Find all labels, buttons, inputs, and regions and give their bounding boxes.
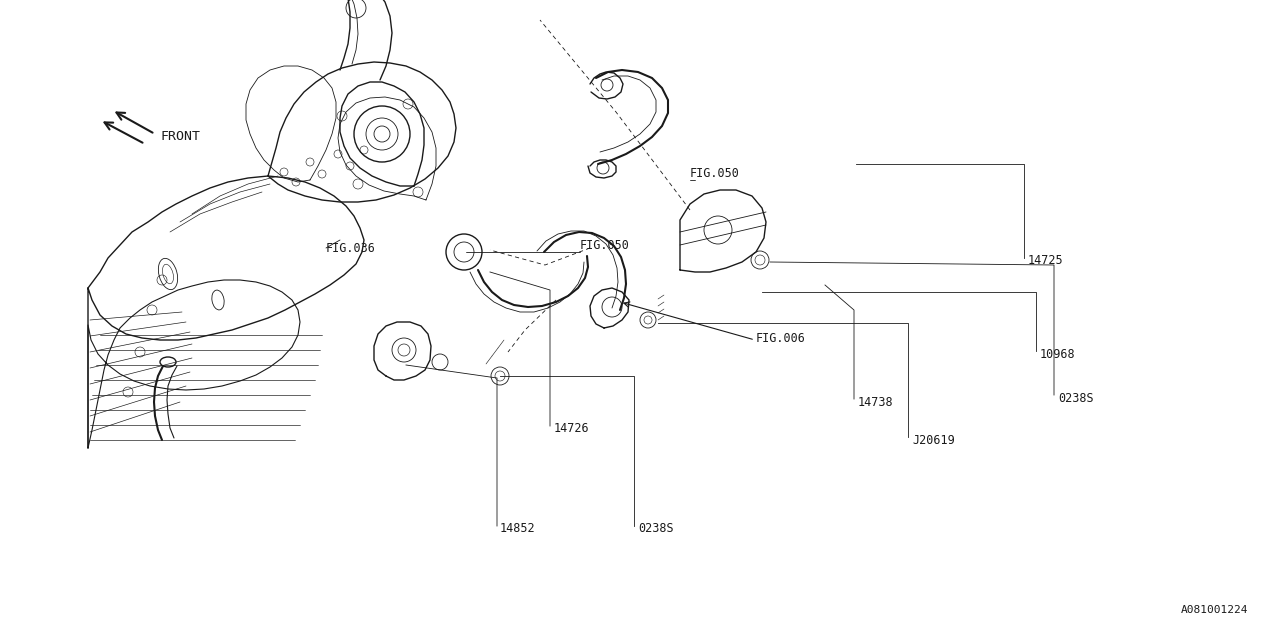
Text: FIG.036: FIG.036 <box>326 241 376 255</box>
Text: 0238S: 0238S <box>1059 392 1093 404</box>
Text: FRONT: FRONT <box>160 129 200 143</box>
Text: A081001224: A081001224 <box>1180 605 1248 615</box>
Text: 0238S: 0238S <box>637 522 673 534</box>
Text: 14726: 14726 <box>554 422 590 435</box>
Text: 14725: 14725 <box>1028 253 1064 266</box>
Text: FIG.050: FIG.050 <box>580 239 630 252</box>
Text: 14738: 14738 <box>858 396 893 408</box>
Text: FIG.006: FIG.006 <box>756 332 806 344</box>
Text: FIG.050: FIG.050 <box>690 166 740 179</box>
Text: J20619: J20619 <box>913 433 955 447</box>
Text: 10968: 10968 <box>1039 348 1075 360</box>
Text: 14852: 14852 <box>500 522 535 534</box>
